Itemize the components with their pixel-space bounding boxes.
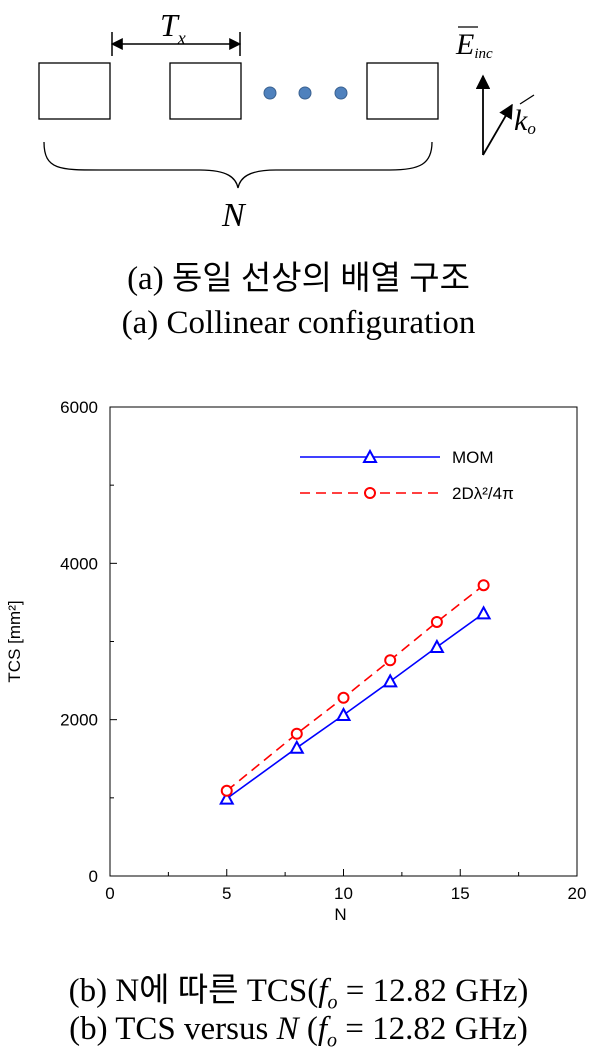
data-point-mom bbox=[219, 790, 235, 805]
wave-vector-arrow bbox=[482, 103, 513, 156]
data-point-analytic bbox=[477, 579, 490, 592]
caption-a-english: (a) Collinear configuration bbox=[121, 305, 476, 341]
caption-a-korean: (a) 동일 선상의 배열 구조 bbox=[127, 261, 470, 297]
x-tick-label: 0 bbox=[105, 884, 114, 903]
legend-label-analytic: 2Dλ²/4π bbox=[452, 484, 514, 503]
count-label: N bbox=[221, 197, 247, 234]
data-point-mom bbox=[429, 638, 445, 653]
tcs-chart: 0 5 10 15 20 0 2000 4000 6000 N TCS [mm²] MOM 2Dλ²/4… bbox=[5, 398, 587, 924]
x-tick-label: 15 bbox=[451, 884, 470, 903]
data-point-analytic bbox=[430, 615, 443, 628]
array-element-2 bbox=[169, 62, 242, 120]
series-line-analytic bbox=[226, 584, 485, 792]
caption-b-english: (b) TCS versus N (fo = 12.82 GHz) bbox=[69, 1011, 528, 1052]
period-label: Tx bbox=[160, 7, 186, 48]
y-tick-label: 2000 bbox=[60, 711, 98, 730]
data-point-mom bbox=[289, 739, 305, 754]
array-element-n bbox=[366, 62, 439, 120]
y-tick-label: 6000 bbox=[60, 398, 98, 417]
y-axis-label: TCS [mm²] bbox=[5, 600, 24, 682]
wave-vector-bar bbox=[519, 94, 535, 105]
data-point-mom bbox=[475, 605, 492, 620]
ellipsis-dot-1 bbox=[263, 86, 277, 100]
series-line-mom bbox=[226, 612, 485, 800]
x-tick-label: 10 bbox=[334, 884, 353, 903]
wave-vector-label: ko bbox=[514, 104, 536, 138]
caption-b-korean: (b) N에 따른 TCS(fo = 12.82 GHz) bbox=[68, 973, 529, 1014]
array-element-1 bbox=[38, 62, 111, 120]
count-brace bbox=[43, 141, 433, 189]
field-label: Einc bbox=[455, 28, 493, 62]
ellipsis-dot-3 bbox=[334, 86, 348, 100]
data-point-analytic bbox=[384, 654, 397, 667]
legend-marker-mom bbox=[362, 448, 378, 463]
x-tick-label: 20 bbox=[568, 884, 587, 903]
plot-frame bbox=[109, 406, 578, 877]
array-configuration-diagram: Tx N Einc ko bbox=[38, 7, 536, 234]
y-tick-label: 0 bbox=[89, 867, 98, 886]
y-tick-label: 4000 bbox=[60, 554, 98, 573]
ellipsis-dot-2 bbox=[298, 86, 312, 100]
x-tick-label: 5 bbox=[222, 884, 231, 903]
legend-label-mom: MOM bbox=[452, 448, 494, 467]
data-point-analytic bbox=[290, 727, 303, 740]
legend-marker-analytic bbox=[364, 487, 376, 499]
x-axis-label: N bbox=[334, 905, 346, 924]
data-point-mom bbox=[382, 673, 398, 688]
data-point-analytic bbox=[337, 691, 350, 704]
data-point-analytic bbox=[220, 784, 233, 797]
data-point-mom bbox=[335, 706, 352, 721]
